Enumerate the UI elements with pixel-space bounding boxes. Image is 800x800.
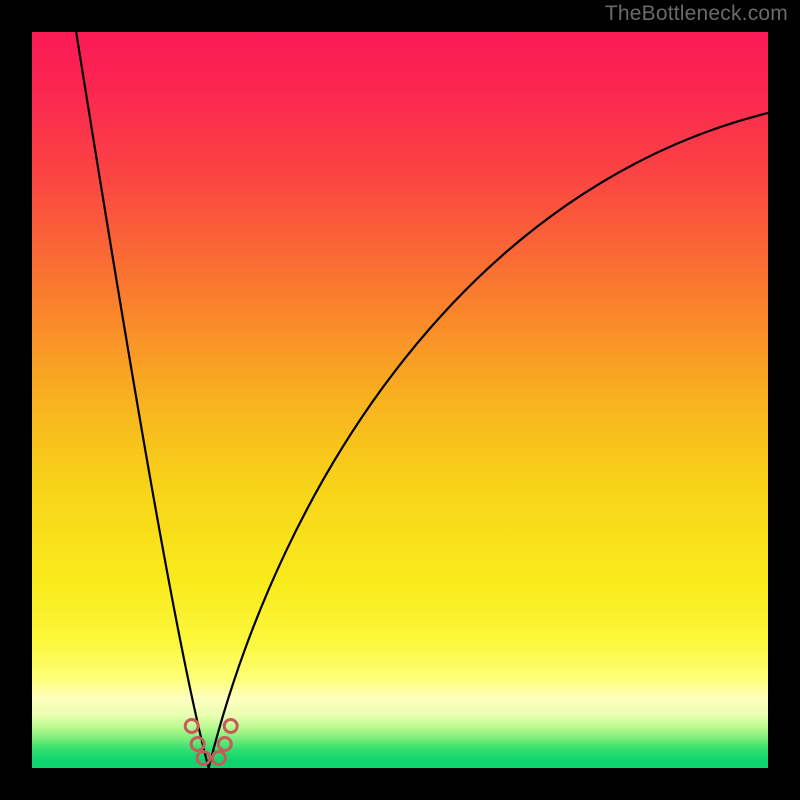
chart-background (32, 32, 768, 768)
bottleneck-chart (32, 32, 768, 768)
watermark-text: TheBottleneck.com (605, 2, 788, 26)
